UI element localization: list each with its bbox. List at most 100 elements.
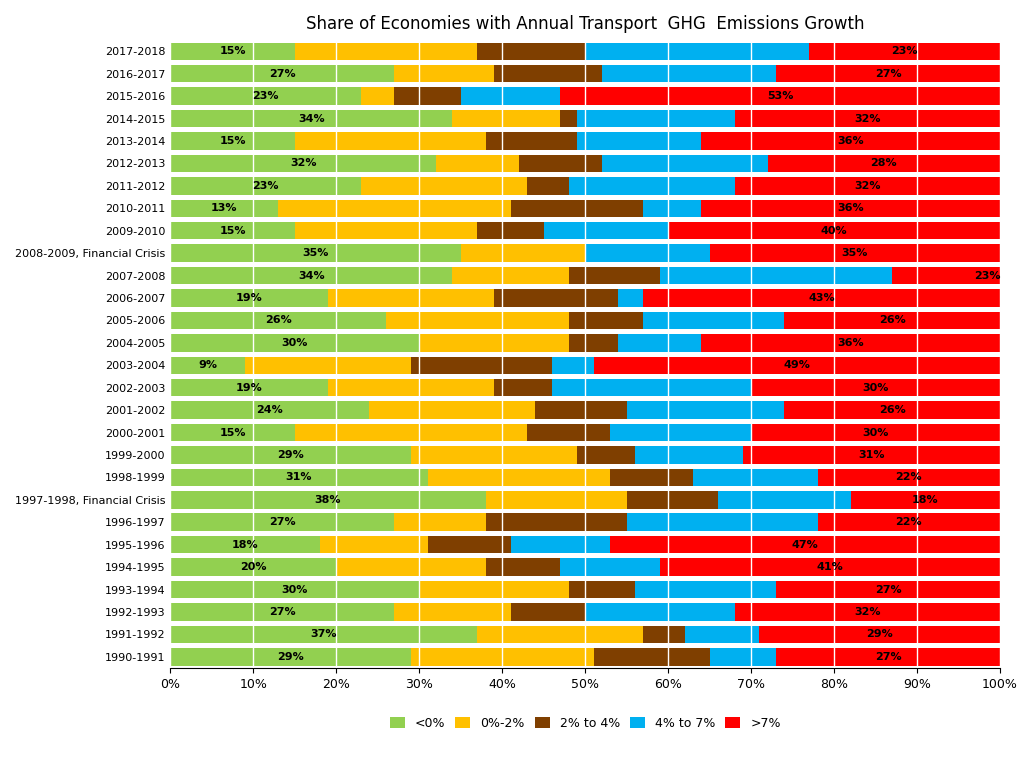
Text: 19%: 19%: [236, 293, 262, 303]
Bar: [386, 311, 568, 329]
Bar: [751, 379, 1000, 396]
Bar: [644, 311, 784, 329]
Text: 36%: 36%: [838, 338, 864, 348]
Bar: [568, 581, 635, 598]
Bar: [362, 177, 527, 194]
Bar: [170, 200, 278, 217]
Bar: [170, 424, 294, 441]
Text: 36%: 36%: [838, 136, 864, 146]
Bar: [586, 42, 809, 60]
Bar: [411, 356, 552, 374]
Bar: [486, 491, 627, 509]
Bar: [170, 558, 337, 576]
Bar: [170, 311, 386, 329]
Text: 30%: 30%: [282, 338, 308, 348]
Bar: [701, 200, 1000, 217]
Bar: [370, 402, 535, 419]
Bar: [170, 334, 419, 352]
Bar: [419, 581, 568, 598]
Bar: [560, 558, 660, 576]
Bar: [395, 87, 461, 105]
Bar: [576, 446, 635, 463]
Bar: [552, 356, 594, 374]
Bar: [278, 200, 510, 217]
Bar: [718, 491, 851, 509]
Bar: [619, 334, 701, 352]
Bar: [319, 536, 428, 554]
Text: 26%: 26%: [879, 315, 906, 325]
Bar: [619, 289, 644, 307]
Text: 23%: 23%: [252, 91, 279, 101]
Bar: [170, 177, 362, 194]
Bar: [170, 648, 411, 665]
Bar: [817, 469, 1000, 487]
Bar: [494, 65, 602, 82]
Bar: [594, 356, 1000, 374]
Text: 27%: 27%: [875, 651, 902, 662]
Bar: [751, 424, 1000, 441]
Text: 40%: 40%: [821, 226, 847, 236]
Bar: [170, 603, 395, 621]
Text: 29%: 29%: [867, 629, 894, 639]
Bar: [776, 65, 1000, 82]
Bar: [170, 65, 395, 82]
Text: 41%: 41%: [817, 562, 843, 572]
Bar: [568, 177, 734, 194]
Text: 30%: 30%: [863, 382, 888, 392]
Bar: [494, 289, 619, 307]
Legend: <0%, 0%-2%, 2% to 4%, 4% to 7%, >7%: <0%, 0%-2%, 2% to 4%, 4% to 7%, >7%: [384, 712, 786, 735]
Text: 20%: 20%: [240, 562, 267, 572]
Bar: [245, 356, 411, 374]
Bar: [627, 513, 817, 531]
Text: 47%: 47%: [791, 540, 818, 550]
Text: 15%: 15%: [219, 428, 246, 437]
Text: 36%: 36%: [838, 204, 864, 214]
Text: 43%: 43%: [809, 293, 835, 303]
Bar: [170, 133, 294, 150]
Text: 26%: 26%: [264, 315, 291, 325]
Bar: [411, 648, 594, 665]
Text: 30%: 30%: [282, 584, 308, 594]
Text: 29%: 29%: [277, 651, 304, 662]
Bar: [411, 446, 576, 463]
Bar: [594, 648, 710, 665]
Text: 27%: 27%: [875, 584, 902, 594]
Bar: [627, 491, 718, 509]
Text: 32%: 32%: [854, 607, 880, 617]
Text: 22%: 22%: [896, 473, 922, 483]
Bar: [759, 625, 1000, 643]
Bar: [784, 402, 1000, 419]
Bar: [734, 109, 1000, 127]
Bar: [486, 558, 560, 576]
Bar: [552, 379, 751, 396]
Bar: [635, 581, 776, 598]
Bar: [294, 42, 477, 60]
Bar: [170, 87, 362, 105]
Bar: [395, 65, 494, 82]
Bar: [477, 42, 586, 60]
Text: 32%: 32%: [854, 181, 880, 191]
Bar: [436, 155, 519, 172]
Bar: [535, 402, 627, 419]
Bar: [170, 513, 395, 531]
Bar: [527, 424, 611, 441]
Bar: [170, 469, 428, 487]
Bar: [644, 625, 685, 643]
Bar: [395, 603, 510, 621]
Bar: [776, 581, 1000, 598]
Text: 53%: 53%: [768, 91, 793, 101]
Bar: [170, 267, 452, 284]
Bar: [170, 491, 486, 509]
Bar: [170, 222, 294, 240]
Text: 23%: 23%: [891, 46, 918, 56]
Title: Share of Economies with Annual Transport  GHG  Emissions Growth: Share of Economies with Annual Transport…: [306, 15, 865, 33]
Text: 18%: 18%: [912, 495, 939, 505]
Text: 19%: 19%: [236, 382, 262, 392]
Bar: [170, 289, 328, 307]
Text: 27%: 27%: [269, 69, 295, 79]
Bar: [693, 469, 817, 487]
Bar: [734, 603, 1000, 621]
Text: 26%: 26%: [879, 405, 906, 415]
Text: 31%: 31%: [286, 473, 312, 483]
Text: 23%: 23%: [252, 181, 279, 191]
